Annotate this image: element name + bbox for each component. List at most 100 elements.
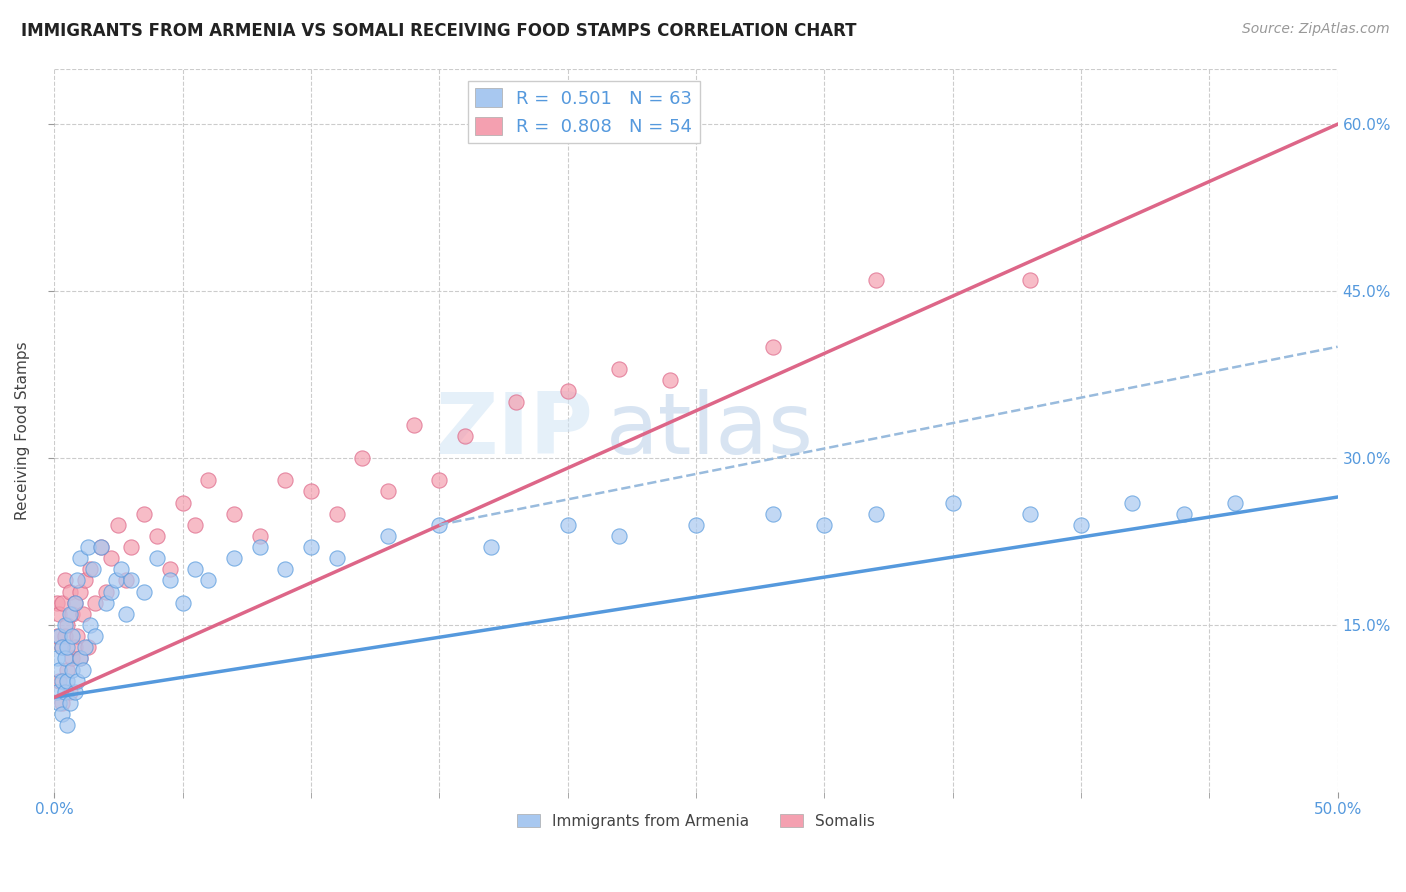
Point: [100, 584, 122, 599]
Point: [120, 540, 142, 554]
Point: [48, 607, 70, 621]
Point: [377, 484, 399, 499]
Point: [1018, 273, 1040, 287]
Point: [762, 507, 785, 521]
Point: [53, 629, 76, 643]
Point: [56, 663, 79, 677]
Point: [53, 685, 76, 699]
Text: IMMIGRANTS FROM ARMENIA VS SOMALI RECEIVING FOOD STAMPS CORRELATION CHART: IMMIGRANTS FROM ARMENIA VS SOMALI RECEIV…: [21, 22, 856, 40]
Point: [325, 507, 347, 521]
Point: [69, 651, 91, 665]
Point: [427, 473, 450, 487]
Point: [59, 685, 82, 699]
Point: [56, 618, 79, 632]
Point: [48, 673, 70, 688]
Point: [134, 584, 156, 599]
Point: [1121, 495, 1143, 509]
Point: [299, 540, 322, 554]
Point: [659, 373, 682, 387]
Point: [222, 507, 245, 521]
Point: [120, 574, 142, 588]
Point: [813, 517, 835, 532]
Point: [69, 651, 91, 665]
Text: Source: ZipAtlas.com: Source: ZipAtlas.com: [1241, 22, 1389, 37]
Point: [56, 640, 79, 655]
Point: [59, 696, 82, 710]
Point: [115, 607, 138, 621]
Point: [762, 340, 785, 354]
Point: [159, 574, 181, 588]
Point: [454, 429, 477, 443]
Point: [1223, 495, 1246, 509]
Point: [60, 663, 83, 677]
Point: [56, 718, 79, 732]
Point: [76, 640, 98, 655]
Point: [427, 517, 450, 532]
Point: [48, 663, 70, 677]
Legend: Immigrants from Armenia, Somalis: Immigrants from Armenia, Somalis: [510, 807, 882, 835]
Point: [172, 596, 194, 610]
Point: [51, 596, 73, 610]
Y-axis label: Receiving Food Stamps: Receiving Food Stamps: [15, 341, 30, 519]
Point: [607, 529, 630, 543]
Text: atlas: atlas: [606, 389, 814, 472]
Point: [51, 640, 73, 655]
Point: [107, 517, 129, 532]
Point: [69, 551, 91, 566]
Point: [82, 562, 104, 576]
Point: [59, 607, 82, 621]
Point: [94, 596, 117, 610]
Point: [53, 574, 76, 588]
Point: [63, 685, 86, 699]
Point: [94, 584, 117, 599]
Point: [942, 495, 965, 509]
Point: [45, 651, 67, 665]
Point: [60, 629, 83, 643]
Point: [51, 640, 73, 655]
Point: [299, 484, 322, 499]
Point: [84, 629, 107, 643]
Point: [51, 707, 73, 722]
Point: [53, 618, 76, 632]
Point: [134, 507, 156, 521]
Point: [1070, 517, 1092, 532]
Point: [79, 562, 101, 576]
Point: [325, 551, 347, 566]
Point: [60, 651, 83, 665]
Point: [79, 618, 101, 632]
Point: [89, 540, 111, 554]
Point: [45, 629, 67, 643]
Point: [48, 629, 70, 643]
Point: [63, 596, 86, 610]
Point: [1018, 507, 1040, 521]
Point: [274, 562, 297, 576]
Point: [59, 584, 82, 599]
Point: [110, 562, 132, 576]
Point: [75, 574, 97, 588]
Point: [60, 607, 83, 621]
Text: ZIP: ZIP: [436, 389, 593, 472]
Point: [402, 417, 425, 432]
Point: [197, 473, 219, 487]
Point: [66, 574, 89, 588]
Point: [1173, 507, 1195, 521]
Point: [557, 517, 579, 532]
Point: [146, 551, 169, 566]
Point: [865, 273, 887, 287]
Point: [184, 562, 207, 576]
Point: [72, 607, 94, 621]
Point: [865, 507, 887, 521]
Point: [51, 673, 73, 688]
Point: [172, 495, 194, 509]
Point: [159, 562, 181, 576]
Point: [48, 696, 70, 710]
Point: [45, 596, 67, 610]
Point: [249, 529, 271, 543]
Point: [685, 517, 707, 532]
Point: [249, 540, 271, 554]
Point: [89, 540, 111, 554]
Point: [75, 640, 97, 655]
Point: [222, 551, 245, 566]
Point: [197, 574, 219, 588]
Point: [104, 574, 127, 588]
